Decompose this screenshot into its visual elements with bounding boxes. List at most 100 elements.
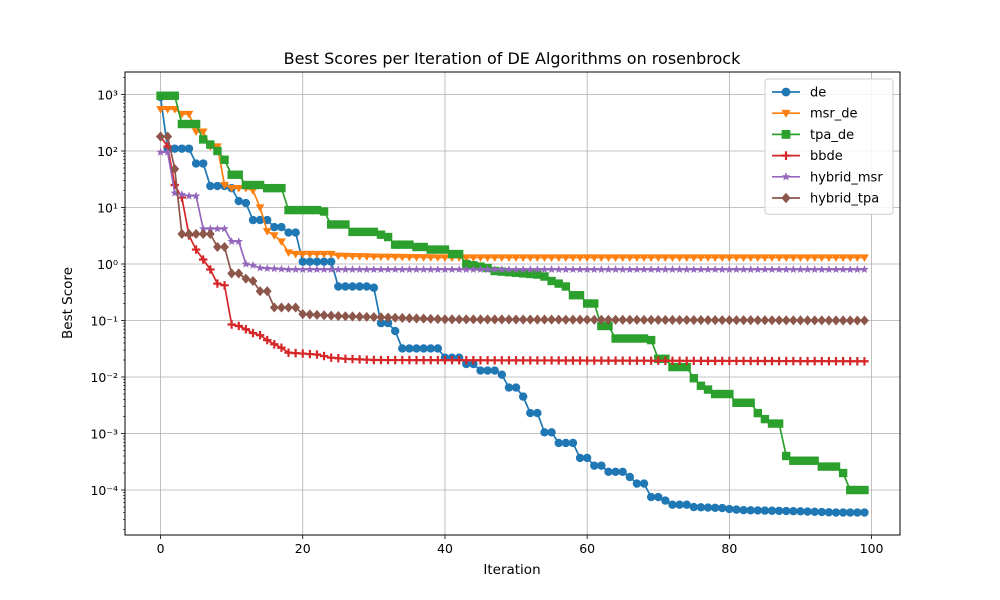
data-point (220, 181, 229, 190)
data-point (462, 259, 471, 269)
data-point (483, 314, 493, 325)
data-point (554, 254, 564, 262)
data-point (540, 356, 549, 365)
data-point (199, 255, 208, 264)
data-point (462, 356, 471, 365)
data-point (298, 205, 307, 215)
data-point (518, 356, 528, 365)
data-point (241, 180, 251, 190)
data-point (376, 265, 386, 274)
data-point (696, 265, 706, 274)
data-point (333, 310, 343, 322)
data-point (199, 224, 208, 233)
data-point (369, 253, 379, 262)
y-axis-label: Best Score (60, 267, 76, 339)
data-point (853, 265, 862, 274)
data-point (845, 315, 855, 326)
data-point (263, 183, 272, 193)
data-point (796, 315, 805, 326)
x-tick-label: 0 (157, 541, 165, 556)
data-point (760, 315, 770, 326)
data-point (398, 265, 407, 274)
data-point (838, 315, 848, 326)
data-point (284, 249, 293, 257)
data-point (376, 318, 386, 328)
data-point (703, 356, 713, 366)
data-point (198, 228, 208, 240)
y-tick-label: 10⁻³ (90, 427, 118, 442)
data-point (305, 205, 315, 215)
data-point (789, 506, 798, 516)
x-tick-label: 80 (721, 541, 737, 556)
data-point (831, 462, 841, 471)
data-point (810, 456, 819, 465)
y-tick-label: 10⁻⁴ (90, 483, 118, 498)
legend-label: msr_de (810, 107, 858, 122)
data-point (554, 356, 563, 365)
data-point (355, 253, 365, 261)
data-point (497, 254, 507, 262)
data-point (156, 131, 165, 142)
data-point (191, 159, 201, 168)
data-point (319, 257, 329, 266)
data-point (824, 315, 834, 326)
data-point (355, 227, 364, 237)
data-point (440, 254, 450, 262)
data-point (341, 265, 350, 274)
data-point (646, 265, 656, 274)
data-point (675, 254, 684, 262)
data-point (277, 238, 286, 246)
data-point (461, 254, 471, 262)
data-point (305, 265, 315, 274)
data-point (312, 250, 322, 259)
legend-item-msr-de: msr_de (772, 107, 858, 122)
data-point (511, 314, 521, 325)
data-point (412, 313, 421, 324)
data-point (767, 419, 777, 428)
data-point (461, 314, 471, 325)
legend-label: hybrid_tpa (810, 192, 879, 207)
data-point (817, 254, 827, 262)
data-point (760, 414, 770, 424)
data-point (661, 356, 670, 365)
data-point (412, 254, 421, 262)
data-point (540, 428, 549, 437)
data-point (490, 366, 499, 375)
data-point (767, 254, 777, 262)
data-point (725, 356, 734, 366)
data-point (646, 254, 656, 262)
data-point (191, 119, 201, 129)
data-point (255, 204, 265, 212)
data-point (191, 228, 201, 240)
data-point (554, 265, 563, 274)
data-point (298, 349, 307, 358)
data-point (262, 286, 272, 297)
data-point (234, 196, 243, 206)
data-point (774, 315, 784, 326)
data-point (469, 356, 478, 365)
data-point (390, 312, 400, 323)
data-point (710, 265, 720, 274)
x-tick-label: 60 (579, 541, 595, 556)
data-point (668, 314, 677, 326)
data-point (326, 220, 336, 229)
data-point (760, 254, 770, 262)
data-point (604, 321, 613, 331)
data-point (746, 506, 755, 515)
data-point (611, 314, 621, 325)
data-point (511, 383, 521, 392)
data-point (312, 309, 322, 320)
data-point (575, 356, 585, 365)
data-point (682, 362, 691, 372)
data-point (511, 356, 521, 365)
data-point (618, 314, 628, 325)
data-point (639, 356, 649, 365)
data-point (540, 254, 549, 262)
data-point (518, 314, 528, 325)
data-point (817, 356, 826, 366)
data-point (525, 314, 535, 325)
data-point (398, 344, 407, 353)
data-point (312, 350, 322, 359)
data-point (739, 254, 748, 262)
